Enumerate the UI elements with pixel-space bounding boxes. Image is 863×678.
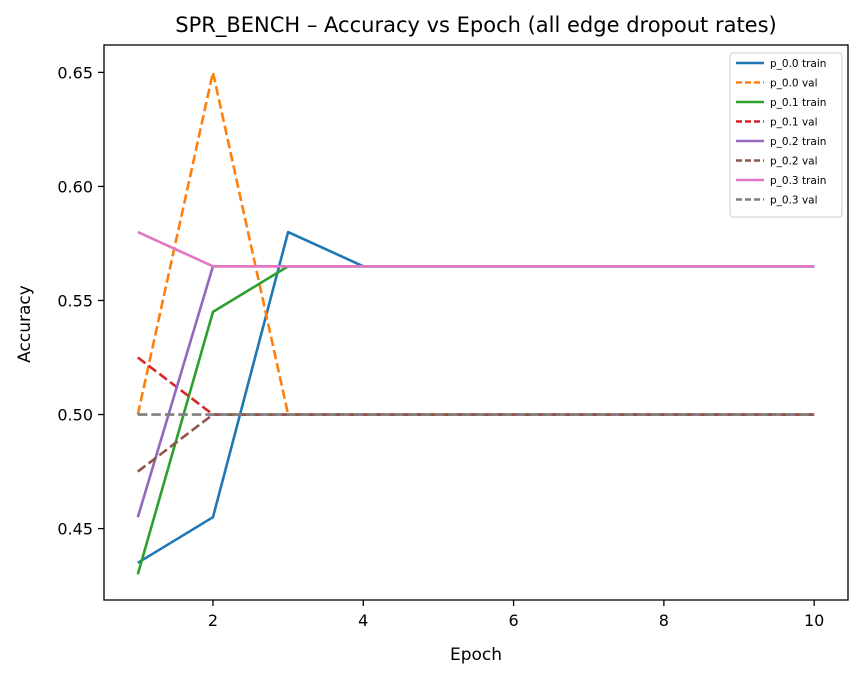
y-tick-label: 0.60	[57, 177, 93, 196]
y-tick-label: 0.55	[57, 291, 93, 310]
legend-label: p_0.2 train	[770, 136, 826, 148]
x-axis-label: Epoch	[450, 645, 502, 665]
series-line-p-0-3-train	[137, 230, 815, 268]
plot-frame	[103, 44, 849, 601]
y-tick-label: 0.65	[57, 63, 93, 82]
legend-label: p_0.0 val	[770, 78, 818, 90]
y-axis-label: Accuracy	[15, 285, 35, 363]
legend-label: p_0.1 train	[770, 97, 826, 109]
legend-label: p_0.0 train	[770, 58, 826, 70]
x-tick-label: 2	[208, 611, 218, 630]
axes: 2 4 6 8 10 0.45 0.50 0.55 0.60 0.65	[57, 44, 849, 630]
y-tick-label: 0.45	[57, 520, 93, 539]
legend-box	[729, 52, 843, 218]
x-tick-label: 4	[358, 611, 368, 630]
legend-label: p_0.3 val	[770, 195, 818, 207]
chart-title: SPR_BENCH – Accuracy vs Epoch (all edge …	[175, 13, 776, 38]
plot-lines	[136, 71, 815, 575]
x-tick-label: 8	[659, 611, 669, 630]
x-tick-label: 6	[508, 611, 518, 630]
y-tick-label: 0.50	[57, 406, 93, 425]
legend: p_0.0 train p_0.0 val p_0.1 train p_0.1 val…	[729, 52, 843, 218]
legend-label: p_0.2 val	[770, 156, 818, 168]
legend-label: p_0.1 val	[770, 117, 818, 129]
legend-label: p_0.3 train	[770, 175, 826, 187]
x-tick-label: 10	[804, 611, 824, 630]
